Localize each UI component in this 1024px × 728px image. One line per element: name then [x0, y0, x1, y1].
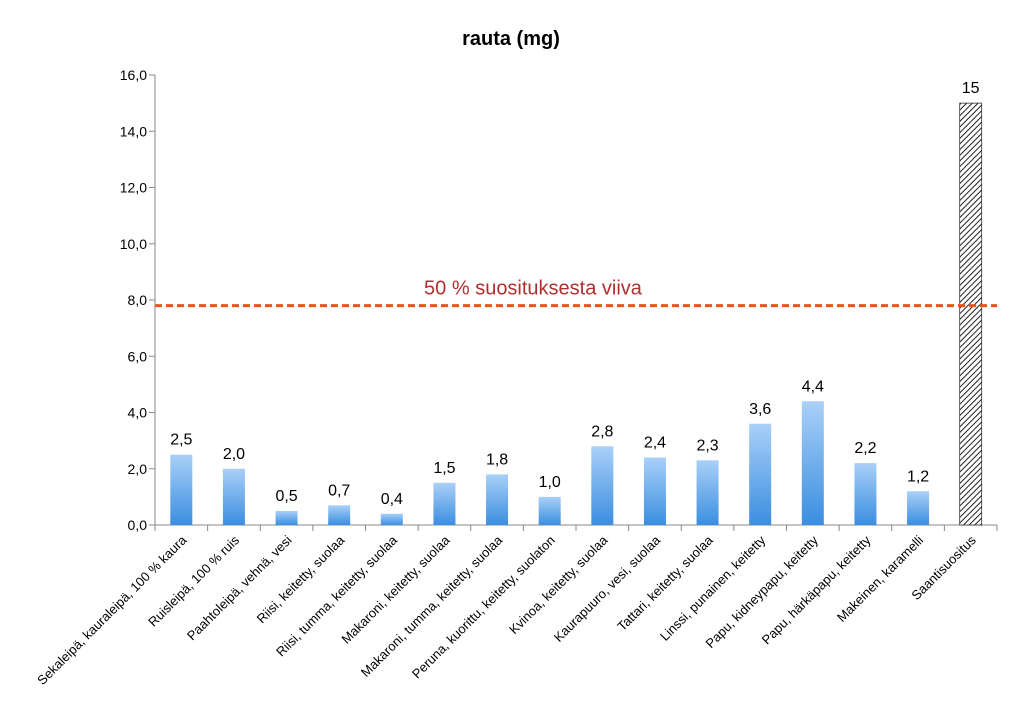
category-label: Kaurapuuro, vesi, suolaa — [551, 532, 664, 645]
category-label: Tattari, keitetty, suolaa — [614, 532, 716, 634]
bar — [749, 423, 772, 525]
bar — [275, 510, 298, 525]
data-label: 4,4 — [802, 378, 824, 395]
data-label: 0,5 — [275, 488, 297, 505]
data-label: 1,0 — [539, 474, 561, 491]
category-label: Makeinen, karamelli — [834, 532, 926, 624]
data-label: 2,5 — [170, 432, 192, 449]
bar — [380, 513, 403, 525]
y-tick-label: 12,0 — [120, 180, 147, 196]
category-label: Makaroni, keitetty, suolaa — [338, 532, 453, 647]
bar — [854, 463, 877, 525]
bar — [222, 468, 245, 525]
data-label: 0,7 — [328, 482, 350, 499]
bar-saantisuositus — [959, 102, 983, 526]
y-tick-label: 6,0 — [128, 348, 148, 364]
bar — [538, 496, 561, 525]
bar — [696, 460, 719, 525]
bar — [170, 454, 193, 525]
chart-bars — [170, 102, 983, 526]
bar — [801, 401, 824, 525]
chart-title: rauta (mg) — [462, 28, 560, 50]
data-label: 1,5 — [433, 460, 455, 477]
category-label: Ruisleipä, 100 % ruis — [145, 532, 242, 629]
data-label: 2,3 — [696, 437, 718, 454]
y-tick-label: 10,0 — [120, 236, 147, 252]
category-label: Papu, härkäpapu, keitetty — [759, 532, 874, 647]
data-label: 2,8 — [591, 423, 613, 440]
y-tick-label: 8,0 — [128, 292, 148, 308]
category-label: Linssi, punainen, keitetty — [657, 532, 769, 644]
data-label: 2,2 — [854, 440, 876, 457]
category-label: Riisi, keitetty, suolaa — [254, 532, 348, 626]
bar — [907, 491, 930, 525]
data-label: 3,6 — [749, 401, 771, 418]
data-label: 2,0 — [223, 446, 245, 463]
data-label: 15 — [962, 80, 980, 97]
y-tick-label: 14,0 — [120, 123, 147, 139]
data-label: 1,2 — [907, 468, 929, 485]
bar — [328, 505, 351, 525]
data-labels: 2,5 2,0 0,5 0,7 0,4 1,5 1,8 1,0 2,8 2,4 2,3 3,6 4,4 2… — [170, 80, 980, 508]
category-label: Paahtoleipä, vehnä, vesi — [184, 532, 295, 643]
bar — [486, 474, 509, 525]
y-tick-label: 2,0 — [128, 461, 148, 477]
y-tick-label: 0,0 — [128, 517, 148, 533]
category-label: Kvinoa, keitetty, suolaa — [506, 532, 611, 637]
bar — [433, 482, 456, 525]
data-label: 1,8 — [486, 451, 508, 468]
chart-axes: 0,0 2,0 4,0 6,0 8,0 10,0 12,0 14,0 16,0 — [120, 67, 998, 533]
reference-line-group: 50 % suosituksesta viiva — [155, 278, 997, 308]
y-tick-label: 16,0 — [120, 67, 147, 83]
bar — [643, 457, 666, 525]
reference-line-label: 50 % suosituksesta viiva — [424, 278, 643, 300]
y-tick-label: 4,0 — [128, 405, 148, 421]
bar — [591, 446, 614, 525]
data-label: 2,4 — [644, 435, 666, 452]
category-labels: Sekaleipä, kauraleipä, 100 % kauraRuisle… — [34, 532, 979, 688]
data-label: 0,4 — [381, 491, 403, 508]
